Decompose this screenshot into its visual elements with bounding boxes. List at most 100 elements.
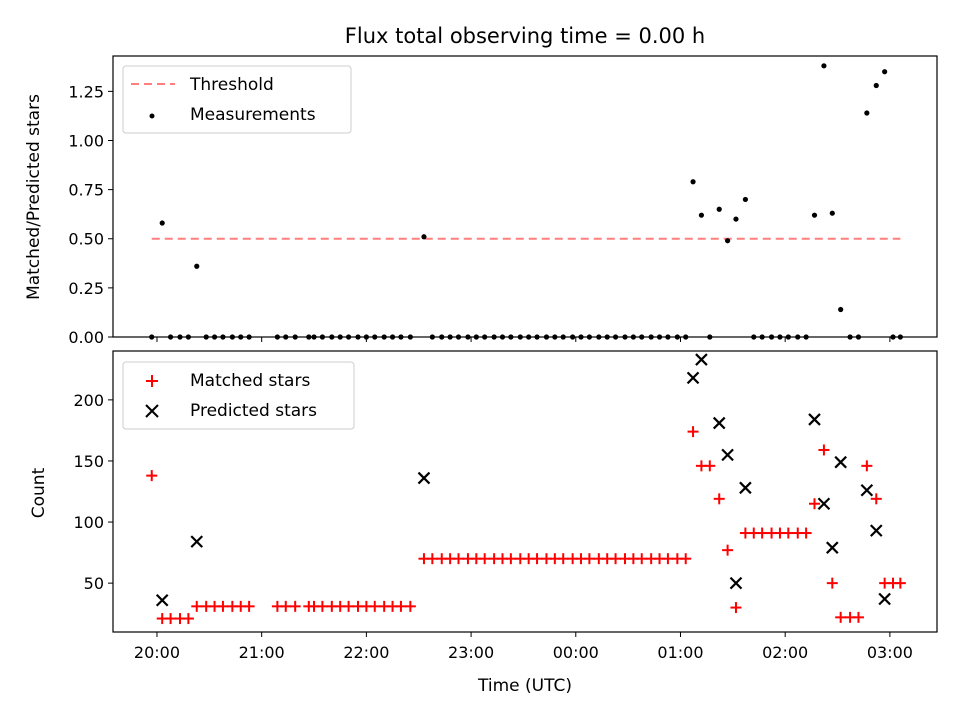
measurement-point — [674, 334, 680, 340]
measurement-point — [855, 334, 862, 340]
measurement-point — [149, 334, 155, 340]
bottom-x-axis: 20:00 21:00 22:00 23:00 00:00 01:00 02:00 03:00 — [134, 632, 913, 662]
matched-star-point — [369, 600, 381, 612]
matched-star-point — [610, 553, 622, 565]
top-y-tick-label: 1.25 — [68, 82, 104, 101]
measurement-point — [185, 334, 191, 340]
matched-star-point — [894, 577, 906, 589]
bottom-y-tick-label: 50 — [84, 574, 104, 593]
legend-predicted-label: Predicted stars — [190, 401, 317, 421]
measurement-point — [447, 334, 453, 340]
bottom-x-tick-label: 23:00 — [448, 643, 494, 662]
measurement-point — [656, 334, 663, 340]
bottom-panel-frame — [112, 350, 938, 633]
bottom-panel: 50 100 150 200 20:00 21:00 22:00 23:00 00:00 01:… — [29, 350, 938, 696]
predicted-star-point — [190, 535, 204, 548]
top-y-tick-label: 0.00 — [68, 328, 104, 347]
matched-star-point — [182, 613, 194, 625]
matched-star-point — [782, 527, 794, 539]
matched-star-point — [730, 602, 742, 614]
measurement-point — [526, 334, 532, 340]
measurement-point — [372, 334, 378, 340]
measurement-point — [785, 334, 791, 340]
matched-star-point — [146, 470, 158, 482]
top-legend-box — [122, 65, 352, 134]
legend-threshold-label: Threshold — [189, 75, 274, 95]
measurement-point — [716, 206, 722, 212]
matched-star-point — [316, 600, 328, 612]
top-y-label: Matched/Predicted stars — [24, 94, 44, 300]
chart-title: Flux total observing time = 0.00 h — [345, 24, 705, 48]
measurement-point — [630, 334, 636, 340]
matched-star-point — [191, 600, 203, 612]
bottom-x-tick-label: 03:00 — [867, 643, 913, 662]
matched-star-point — [426, 553, 438, 565]
bottom-x-tick-label: 20:00 — [134, 643, 180, 662]
measurement-point — [811, 212, 818, 218]
top-panel-frame — [112, 55, 938, 338]
measurement-point — [159, 220, 165, 226]
matched-star-point — [217, 600, 229, 612]
measurement-point — [612, 334, 619, 340]
predicted-star-point — [729, 576, 743, 590]
counts-layer — [146, 353, 906, 625]
measurement-point — [821, 63, 827, 69]
measurement-point — [847, 334, 853, 340]
matched-star-point — [756, 527, 768, 539]
measurement-point — [890, 334, 896, 340]
measurement-point — [578, 334, 584, 340]
measurement-point — [329, 334, 335, 340]
predicted-star-point — [808, 413, 821, 426]
measurement-point — [596, 334, 602, 340]
matched-star-point — [636, 553, 648, 565]
measurement-point — [292, 334, 298, 340]
measurement-point — [586, 334, 592, 340]
bottom-y-label: Count — [29, 467, 49, 518]
predicted-star-point — [826, 541, 839, 554]
matched-star-point — [583, 553, 595, 565]
measurement-point — [604, 334, 610, 340]
measurement-point — [238, 334, 244, 340]
measurement-point — [768, 334, 775, 340]
measurement-point — [508, 334, 514, 340]
predicted-star-point — [417, 471, 431, 485]
measurement-point — [777, 334, 783, 340]
matched-star-point — [870, 493, 882, 505]
bottom-y-tick-label: 100 — [73, 513, 104, 532]
matched-star-point — [722, 544, 734, 556]
measurement-point — [429, 334, 435, 340]
measurement-point — [319, 334, 326, 340]
measurement-point — [455, 334, 462, 340]
legend-matched-swatch — [146, 375, 158, 387]
measurement-point — [363, 334, 369, 340]
predicted-star-point — [817, 497, 831, 510]
measurement-point — [882, 69, 888, 75]
matched-star-point — [280, 600, 292, 612]
predicted-star-point — [721, 448, 734, 462]
bottom-y-tick-label: 150 — [73, 452, 104, 471]
measurement-point — [177, 334, 183, 340]
measurement-point — [439, 334, 445, 340]
measurement-point — [274, 334, 280, 340]
measurement-point — [622, 334, 628, 340]
measurement-point — [707, 334, 713, 340]
matched-star-point — [505, 553, 517, 565]
matched-star-point — [343, 600, 355, 612]
measurement-point — [517, 334, 523, 340]
matched-star-point — [680, 553, 692, 565]
bottom-legend: Matched stars Predicted stars — [122, 361, 355, 430]
measurement-point — [751, 334, 757, 340]
bottom-x-tick-label: 02:00 — [762, 643, 808, 662]
measurement-point — [690, 179, 696, 185]
matched-star-point — [165, 613, 177, 625]
measurement-point — [203, 334, 209, 340]
measurement-point — [211, 334, 218, 340]
measurement-point — [897, 334, 903, 340]
measurement-point — [345, 334, 352, 340]
measurement-point — [733, 216, 739, 222]
measurement-point — [473, 334, 479, 340]
measurement-point — [389, 334, 396, 340]
measurement-point — [639, 334, 645, 340]
top-y-tick-label: 0.75 — [68, 181, 104, 200]
measurement-point — [534, 334, 540, 340]
